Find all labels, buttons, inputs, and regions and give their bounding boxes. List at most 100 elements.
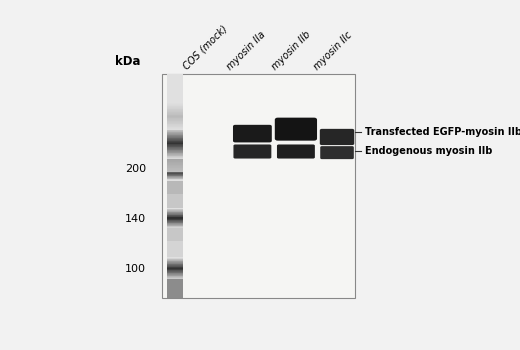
Bar (166, 267, 183, 268)
Bar (166, 209, 183, 210)
Bar (166, 231, 183, 232)
Bar (166, 126, 183, 127)
Bar (166, 134, 183, 135)
Bar (166, 116, 183, 117)
Bar (166, 284, 183, 285)
Bar (166, 138, 183, 139)
Bar (166, 188, 183, 189)
FancyBboxPatch shape (320, 129, 354, 145)
Bar (166, 282, 183, 283)
Bar (166, 156, 183, 157)
Bar (166, 106, 183, 107)
Bar (166, 272, 183, 273)
Bar (166, 161, 183, 162)
Bar (166, 83, 183, 84)
Bar (166, 119, 183, 120)
Bar (166, 140, 183, 141)
Bar (166, 89, 183, 90)
Bar (166, 260, 183, 261)
Bar (166, 228, 183, 229)
Bar (166, 294, 183, 295)
Bar (166, 293, 183, 294)
Bar (166, 112, 183, 113)
Bar (166, 234, 183, 236)
Bar (166, 88, 183, 89)
Bar (166, 278, 183, 279)
Bar (166, 126, 183, 127)
Bar (166, 102, 183, 103)
Bar (166, 90, 183, 91)
Bar (166, 142, 183, 143)
Bar (166, 216, 183, 217)
Bar (166, 181, 183, 182)
Bar (166, 152, 183, 153)
Bar (166, 201, 183, 202)
Bar (166, 233, 183, 234)
Bar (166, 93, 183, 94)
Bar (166, 262, 183, 263)
Bar (166, 114, 183, 116)
Bar (166, 193, 183, 194)
Bar (166, 292, 183, 293)
Bar (166, 195, 183, 196)
Bar (166, 84, 183, 85)
Bar (166, 245, 183, 246)
Text: myosin IIc: myosin IIc (312, 29, 354, 72)
Bar (166, 128, 183, 130)
Bar (166, 171, 183, 172)
Bar (166, 173, 183, 174)
Text: Endogenous myosin IIb: Endogenous myosin IIb (365, 146, 492, 156)
Bar (166, 196, 183, 197)
Bar (166, 180, 183, 181)
Bar (166, 219, 183, 220)
Bar (166, 296, 183, 297)
Bar (166, 143, 183, 144)
Bar (166, 115, 183, 116)
Bar (166, 153, 183, 154)
Bar (166, 289, 183, 290)
Bar (166, 157, 183, 158)
Bar (166, 92, 183, 93)
Bar (166, 182, 183, 183)
Bar (166, 284, 183, 285)
Bar (166, 260, 183, 261)
Bar (166, 269, 183, 270)
Bar (166, 198, 183, 200)
Bar (166, 190, 183, 191)
Bar (166, 226, 183, 227)
Bar (166, 235, 183, 236)
Bar (166, 151, 183, 152)
Bar (166, 127, 183, 128)
Bar (166, 252, 183, 253)
Bar (166, 252, 183, 253)
Bar (166, 297, 183, 298)
Bar (166, 96, 183, 97)
Text: myosin IIb: myosin IIb (269, 29, 312, 72)
Bar (166, 276, 183, 277)
Bar (166, 79, 183, 80)
Bar (166, 204, 183, 205)
Bar (166, 158, 183, 159)
Bar (166, 258, 183, 259)
Bar (166, 87, 183, 88)
Bar (166, 141, 183, 142)
Bar (166, 293, 183, 294)
Bar (166, 213, 183, 214)
Bar (166, 251, 183, 252)
Bar (166, 149, 183, 150)
Bar (166, 224, 183, 225)
Bar (166, 154, 183, 155)
Bar (166, 287, 183, 288)
Bar (166, 155, 183, 156)
Bar (166, 117, 183, 118)
Bar (166, 192, 183, 193)
Bar (166, 149, 183, 150)
Text: myosin IIa: myosin IIa (225, 29, 268, 72)
Bar (166, 249, 183, 250)
Bar (166, 222, 183, 223)
Bar (166, 219, 183, 220)
Bar (166, 185, 183, 186)
Bar (166, 275, 183, 276)
Bar (166, 295, 183, 296)
Bar (166, 214, 183, 215)
